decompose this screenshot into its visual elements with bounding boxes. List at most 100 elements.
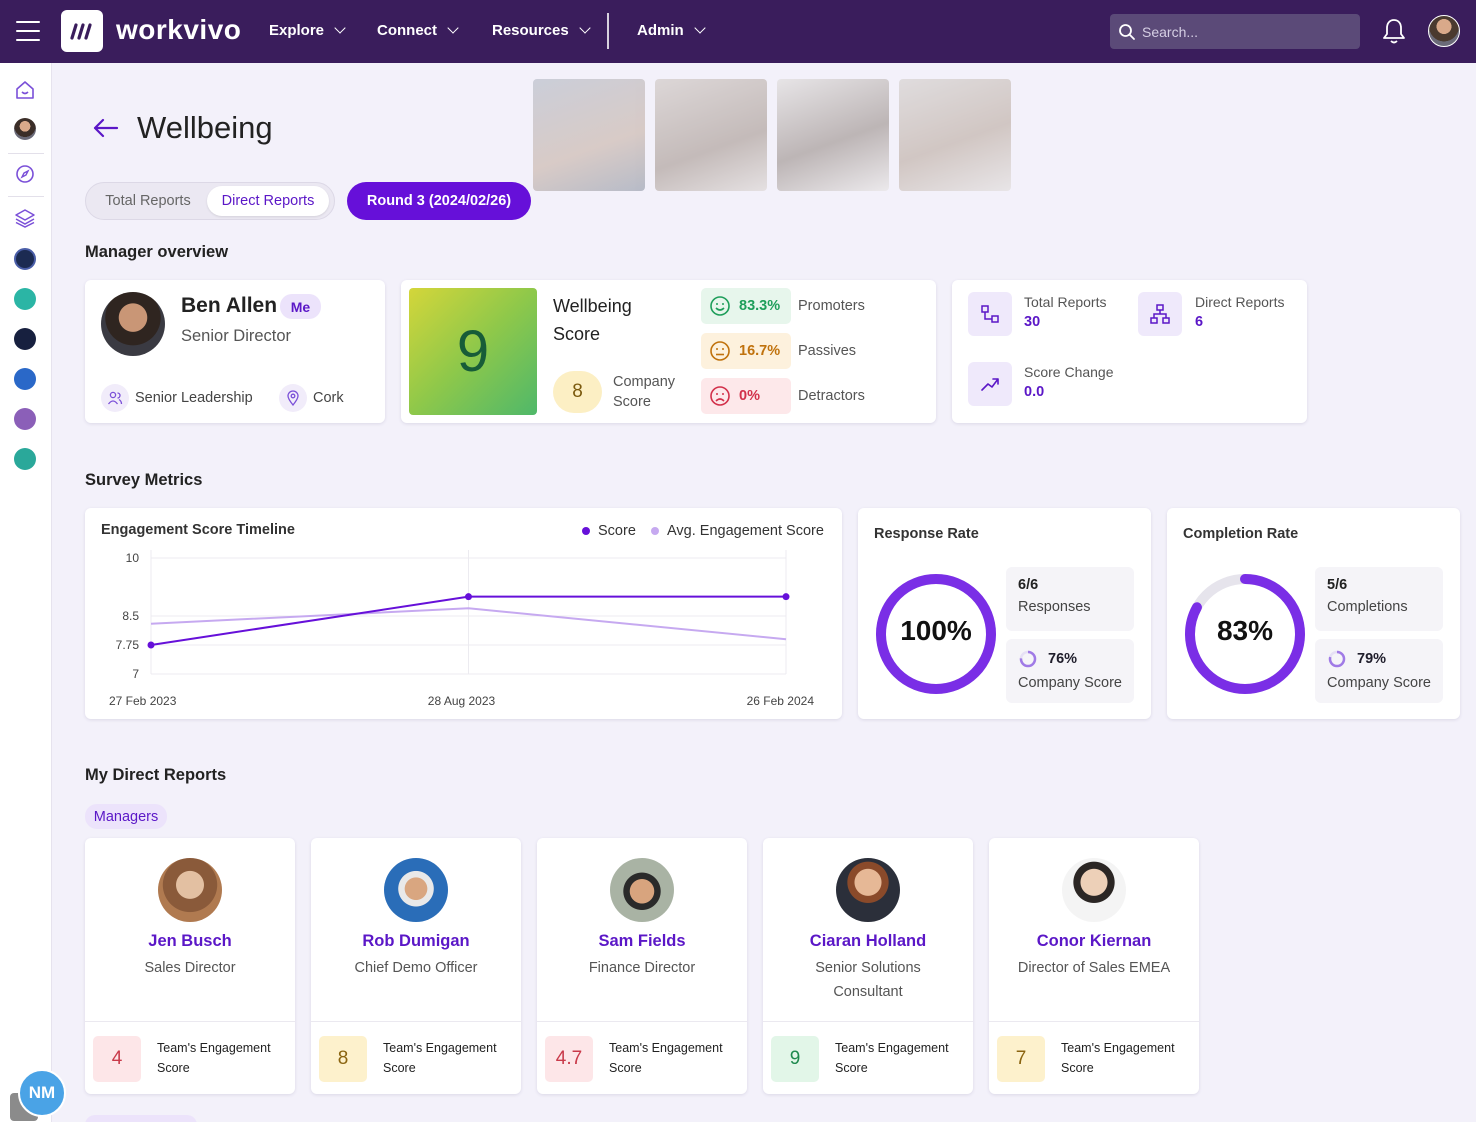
direct-report-card[interactable]: Jen Busch Sales Director 4 Team's Engage…: [85, 838, 295, 1094]
round-selector-button[interactable]: Round 3 (2024/02/26): [347, 182, 531, 220]
app-logo-text[interactable]: workvivo: [116, 14, 242, 45]
location-pin-icon: [279, 384, 307, 412]
manager-role: Senior Director: [181, 327, 292, 345]
space-2[interactable]: [13, 287, 37, 311]
compass-icon[interactable]: [13, 162, 37, 186]
search-input[interactable]: [1142, 23, 1342, 40]
manager-location: Cork: [313, 390, 344, 406]
trend-up-icon: [968, 362, 1012, 406]
total-reports-value: 30: [1024, 314, 1041, 330]
layers-icon[interactable]: [13, 206, 37, 230]
space-1[interactable]: [13, 247, 37, 271]
nav-divider: [607, 13, 609, 49]
user-avatar[interactable]: [1428, 15, 1460, 47]
next-group-tag: [85, 1115, 197, 1122]
report-score-footer: 7 Team's Engagement Score: [989, 1021, 1199, 1094]
team-engagement-score: 8: [319, 1036, 367, 1082]
manager-overview-heading: Manager overview: [85, 243, 229, 261]
space-4[interactable]: [13, 367, 37, 391]
team-engagement-label: Team's Engagement Score: [609, 1041, 723, 1075]
y-tick-label: 7: [132, 667, 139, 681]
detractors-label: Detractors: [798, 388, 865, 404]
completions-label: Completions: [1327, 599, 1408, 615]
manager-name: Ben Allen: [181, 294, 278, 317]
completion-company-label: Company Score: [1327, 675, 1431, 691]
response-rate-title: Response Rate: [874, 526, 979, 542]
progress-ring-arc: [1328, 650, 1346, 668]
home-icon[interactable]: [13, 78, 37, 102]
engagement-timeline-card: Engagement Score Timeline Score Avg. Eng…: [85, 508, 842, 719]
chevron-down-icon: [334, 22, 346, 34]
search-icon: [1119, 23, 1135, 40]
promoters-pct: 83.3%: [739, 298, 781, 314]
report-name[interactable]: Conor Kiernan: [1036, 932, 1152, 950]
org-chart-icon: [1138, 292, 1182, 336]
x-tick-label: 26 Feb 2024: [747, 694, 815, 708]
report-name[interactable]: Sam Fields: [598, 932, 686, 950]
direct-report-card[interactable]: Conor Kiernan Director of Sales EMEA 7 T…: [989, 838, 1199, 1094]
header-photo-strip: [533, 79, 1011, 191]
search-box[interactable]: [1110, 14, 1360, 49]
direct-reports-label: Direct Reports: [1195, 294, 1285, 310]
profile-avatar[interactable]: [13, 117, 37, 141]
response-rate-gauge: [876, 574, 996, 694]
nav-connect[interactable]: Connect: [377, 22, 459, 39]
passives-pill: 16.7%: [701, 333, 791, 369]
main-content: Wellbeing Total Reports Direct Reports R…: [53, 63, 1476, 1122]
sad-face-icon: [710, 386, 730, 406]
report-role: Chief Demo Officer: [354, 960, 478, 976]
y-tick-label: 8.5: [122, 609, 139, 623]
direct-report-card[interactable]: Rob Dumigan Chief Demo Officer 8 Team's …: [311, 838, 521, 1094]
chevron-down-icon: [579, 22, 591, 34]
direct-reports-heading: My Direct Reports: [85, 766, 227, 784]
legend-avg-label: Avg. Engagement Score: [667, 523, 824, 539]
responses-box: 6/6 Responses: [1006, 567, 1134, 631]
legend-avg[interactable]: Avg. Engagement Score: [651, 523, 824, 539]
bell-icon[interactable]: [1381, 17, 1407, 50]
back-arrow-icon[interactable]: [91, 116, 121, 140]
promoters-label: Promoters: [798, 298, 865, 314]
team-engagement-label: Team's Engagement Score: [835, 1041, 949, 1075]
header-photo: [655, 79, 767, 191]
survey-metrics-heading: Survey Metrics: [85, 471, 203, 489]
hamburger-menu-icon[interactable]: [16, 21, 40, 41]
smile-icon: [710, 296, 730, 316]
direct-report-card[interactable]: Ciaran Holland Senior Solutions Consulta…: [763, 838, 973, 1094]
passives-label: Passives: [798, 343, 857, 359]
left-sidebar: [0, 63, 52, 1122]
space-5[interactable]: [13, 407, 37, 431]
completions-box: 5/6 Completions: [1315, 567, 1443, 631]
report-role: Sales Director: [144, 960, 236, 976]
score-point: [782, 593, 790, 601]
detractors-pill: 0%: [701, 378, 791, 414]
completions-count: 5/6: [1327, 577, 1348, 593]
direct-report-card[interactable]: Sam Fields Finance Director 4.7 Team's E…: [537, 838, 747, 1094]
workvivo-logo-icon[interactable]: [61, 10, 103, 52]
response-company-box: 76% Company Score: [1006, 639, 1134, 703]
report-name[interactable]: Jen Busch: [148, 932, 232, 950]
team-engagement-score: 4.7: [545, 1036, 593, 1082]
legend-score[interactable]: Score: [582, 523, 636, 539]
nav-explore[interactable]: Explore: [269, 22, 346, 39]
score-point: [147, 641, 155, 649]
space-6[interactable]: [13, 447, 37, 471]
completion-rate-title: Completion Rate: [1183, 526, 1299, 542]
report-avatar: [610, 858, 674, 922]
hierarchy-icon: [968, 292, 1012, 336]
tab-total-reports[interactable]: Total Reports: [105, 193, 191, 209]
tab-direct-reports[interactable]: Direct Reports: [207, 186, 329, 216]
report-name[interactable]: Rob Dumigan: [362, 932, 470, 950]
wellbeing-score-value: 9: [409, 288, 537, 415]
nav-resources[interactable]: Resources: [492, 22, 591, 39]
manager-department: Senior Leadership: [135, 390, 253, 406]
nav-admin[interactable]: Admin: [637, 22, 706, 39]
completion-rate-card: Completion Rate 83% 5/6 Completions 79% …: [1167, 508, 1460, 719]
promoters-pill: 83.3%: [701, 288, 791, 324]
space-3[interactable]: [13, 327, 37, 351]
user-initials-button[interactable]: NM: [18, 1069, 66, 1117]
response-company-label: Company Score: [1018, 675, 1122, 691]
managers-filter-tag[interactable]: Managers: [85, 804, 167, 829]
header-photo: [899, 79, 1011, 191]
sidebar-divider: [8, 153, 44, 154]
report-name[interactable]: Ciaran Holland: [809, 932, 927, 950]
